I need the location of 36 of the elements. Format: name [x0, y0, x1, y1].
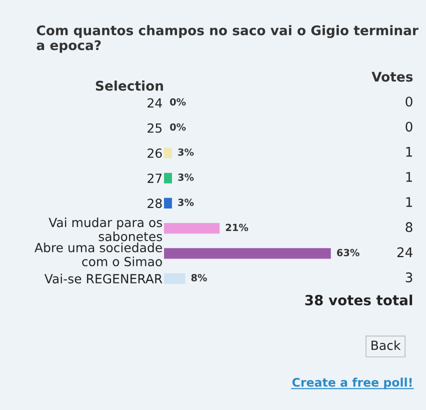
data-label: 8% — [191, 274, 207, 282]
text: 0 — [406, 96, 412, 107]
y-tick-label: 26 — [148, 148, 162, 158]
bar — [164, 248, 331, 259]
text: 1 — [406, 197, 412, 207]
bar — [164, 172, 172, 184]
y-tick-label: 28 — [148, 198, 162, 208]
y-axis-title: Selection — [96, 80, 163, 91]
data-label: 63% — [337, 248, 360, 256]
text: Back — [372, 340, 401, 350]
bar — [164, 198, 172, 208]
data-label: 3% — [178, 174, 194, 181]
bar — [164, 148, 172, 158]
text: 24 — [397, 247, 412, 258]
data-label: 3% — [178, 148, 194, 156]
bar — [164, 273, 186, 284]
data-label: 21% — [226, 224, 248, 232]
text: 1 — [406, 172, 412, 182]
text: 0 — [406, 122, 412, 132]
text: 8 — [406, 222, 412, 232]
text: Create a free poll! — [292, 378, 412, 390]
data-label: 0% — [170, 98, 186, 106]
text: 1 — [406, 147, 412, 157]
bar — [164, 223, 220, 234]
text: 3 — [406, 272, 412, 282]
y-tick-label: 27 — [148, 174, 162, 183]
y-tick-label: Vai mudar para os sabonetes — [48, 218, 162, 242]
data-label: 0% — [170, 123, 186, 131]
data-label: 3% — [178, 198, 194, 206]
y-tick-label: Vai-se REGENERAR — [44, 274, 162, 284]
y-tick-label: 25 — [148, 123, 162, 133]
text: 38 votes total — [305, 294, 412, 306]
chart-title: Com quantos champos no saco vai o Gigio terminar a epoca? — [36, 25, 418, 53]
y-tick-label: 24 — [148, 98, 162, 108]
y2-axis-title: Votes — [372, 72, 413, 82]
y-tick-label: Abre uma sociedade com o Simao — [34, 242, 162, 266]
